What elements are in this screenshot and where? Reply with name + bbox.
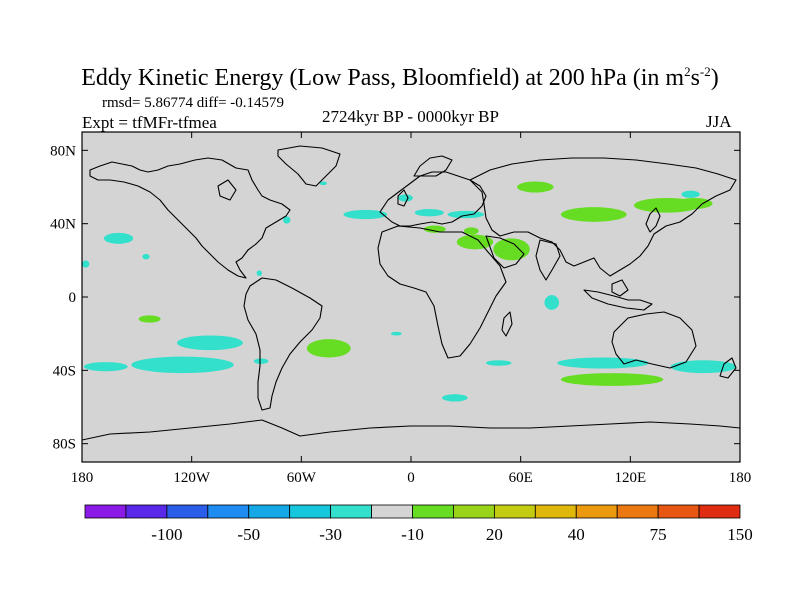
negative-anomaly-region [670, 360, 737, 374]
positive-anomaly-region [138, 315, 161, 323]
negative-anomaly-region [485, 360, 512, 366]
coastline-south-america [243, 277, 323, 411]
x-tick-label: 180 [71, 470, 94, 486]
negative-anomaly-region [544, 295, 560, 310]
positive-anomaly-region [493, 238, 530, 261]
negative-anomaly-region [442, 394, 468, 402]
coastline-scandinavia [413, 155, 453, 177]
y-tick-label: 40S [53, 363, 76, 379]
positive-anomaly-region [517, 181, 554, 193]
positive-anomaly-region [560, 373, 664, 386]
coastline-uk [397, 189, 409, 207]
colorbar-swatch [657, 504, 700, 519]
coastline-hudson-bay [217, 179, 237, 201]
positive-anomaly-region [464, 227, 479, 235]
negative-anomaly-region [82, 260, 90, 268]
y-tick-label: 80N [50, 143, 76, 159]
coastline-madagascar [501, 311, 513, 337]
y-tick-label: 80S [53, 437, 76, 453]
colorbar-label: 75 [650, 525, 667, 544]
negative-anomaly-region [319, 181, 327, 186]
y-tick-label: 40N [50, 217, 76, 233]
colorbar-label: 20 [486, 525, 503, 544]
positive-anomaly-region [560, 207, 627, 222]
positive-anomaly-region [306, 339, 351, 358]
coastlines [82, 145, 740, 441]
negative-anomaly-region [681, 190, 700, 198]
colorbar-swatch [84, 504, 127, 519]
colorbar-swatch [125, 504, 168, 519]
colorbar-swatch [698, 504, 741, 519]
coastline-borneo [611, 279, 629, 297]
stats-label: rmsd= 5.86774 diff= -0.14579 [102, 95, 285, 111]
negative-anomaly-region [177, 335, 243, 351]
experiment-label: Expt = tfMFr-tfmea [82, 113, 217, 132]
colorbar-swatch [207, 504, 250, 519]
x-tick-label: 60E [509, 470, 533, 486]
coastline-india [535, 239, 561, 281]
negative-anomaly-region [142, 253, 150, 260]
coastline-europe [379, 171, 487, 227]
colorbar-swatch [575, 504, 618, 519]
negative-anomaly-region [390, 331, 402, 336]
negative-anomaly-region [749, 369, 786, 378]
anomaly-regions [82, 181, 786, 402]
colorbar-swatch [371, 504, 413, 519]
coastline-asia [469, 157, 737, 277]
positive-anomaly-region [756, 238, 771, 245]
colorbar-swatch [616, 504, 659, 519]
negative-anomaly-region [414, 209, 444, 217]
colorbar-label: 40 [568, 525, 585, 544]
map-background [82, 132, 740, 462]
negative-anomaly-region [256, 270, 263, 276]
coastline-new-zealand [719, 357, 737, 379]
x-tick-label: 0 [407, 470, 415, 486]
positive-anomaly-region [423, 225, 446, 233]
negative-anomaly-region [103, 232, 134, 244]
colorbar-label: -100 [151, 525, 182, 544]
season-label: JJA [706, 112, 732, 131]
figure-title: Eddy Kinetic Energy (Low Pass, Bloomfiel… [81, 64, 719, 91]
colorbar-swatch [453, 504, 495, 519]
x-tick-label: 120E [614, 470, 646, 486]
x-tick-label: 120W [173, 470, 211, 486]
negative-anomaly-region [398, 194, 413, 202]
coastline-indonesia [583, 289, 653, 311]
negative-anomaly-region [557, 357, 649, 369]
colorbar-swatch [248, 504, 291, 519]
colorbar-swatch [493, 504, 536, 519]
coastline-north-america [89, 157, 291, 279]
coastline-arabia [485, 235, 525, 269]
colorbar-swatch [166, 504, 209, 519]
colorbar-swatch [330, 504, 372, 519]
colorbar-swatch [412, 504, 454, 519]
negative-anomaly-region [83, 362, 128, 372]
period-label: 2724kyr BP - 0000kyr BP [322, 107, 499, 126]
colorbar-label: -30 [319, 525, 342, 544]
negative-anomaly-region [283, 216, 291, 224]
coastline-antarctica [82, 419, 740, 441]
negative-anomaly-region [253, 358, 269, 364]
coastline-greenland [277, 145, 341, 187]
axis-ticks: 180 120W 60W 0 60E 120E 180 80N 40N 0 40S 80S [50, 132, 751, 486]
negative-anomaly-region [447, 210, 485, 219]
x-tick-label: 60W [287, 470, 317, 486]
colorbar-label: -50 [237, 525, 260, 544]
colorbar-swatch [534, 504, 577, 519]
x-tick-label: 180 [729, 470, 752, 486]
negative-anomaly-region [131, 356, 234, 374]
coastline-japan [645, 207, 661, 233]
coastline-africa [377, 225, 507, 359]
positive-anomaly-region [676, 198, 713, 209]
y-tick-label: 0 [69, 290, 77, 306]
positive-anomaly-region [456, 234, 494, 250]
negative-anomaly-region [343, 209, 388, 220]
colorbar-label: -10 [401, 525, 424, 544]
colorbar: -100 -50 -30 -10 20 40 75 150 [84, 504, 753, 544]
coastline-australia [611, 311, 697, 369]
colorbar-swatch [289, 504, 332, 519]
colorbar-label: 150 [727, 525, 753, 544]
